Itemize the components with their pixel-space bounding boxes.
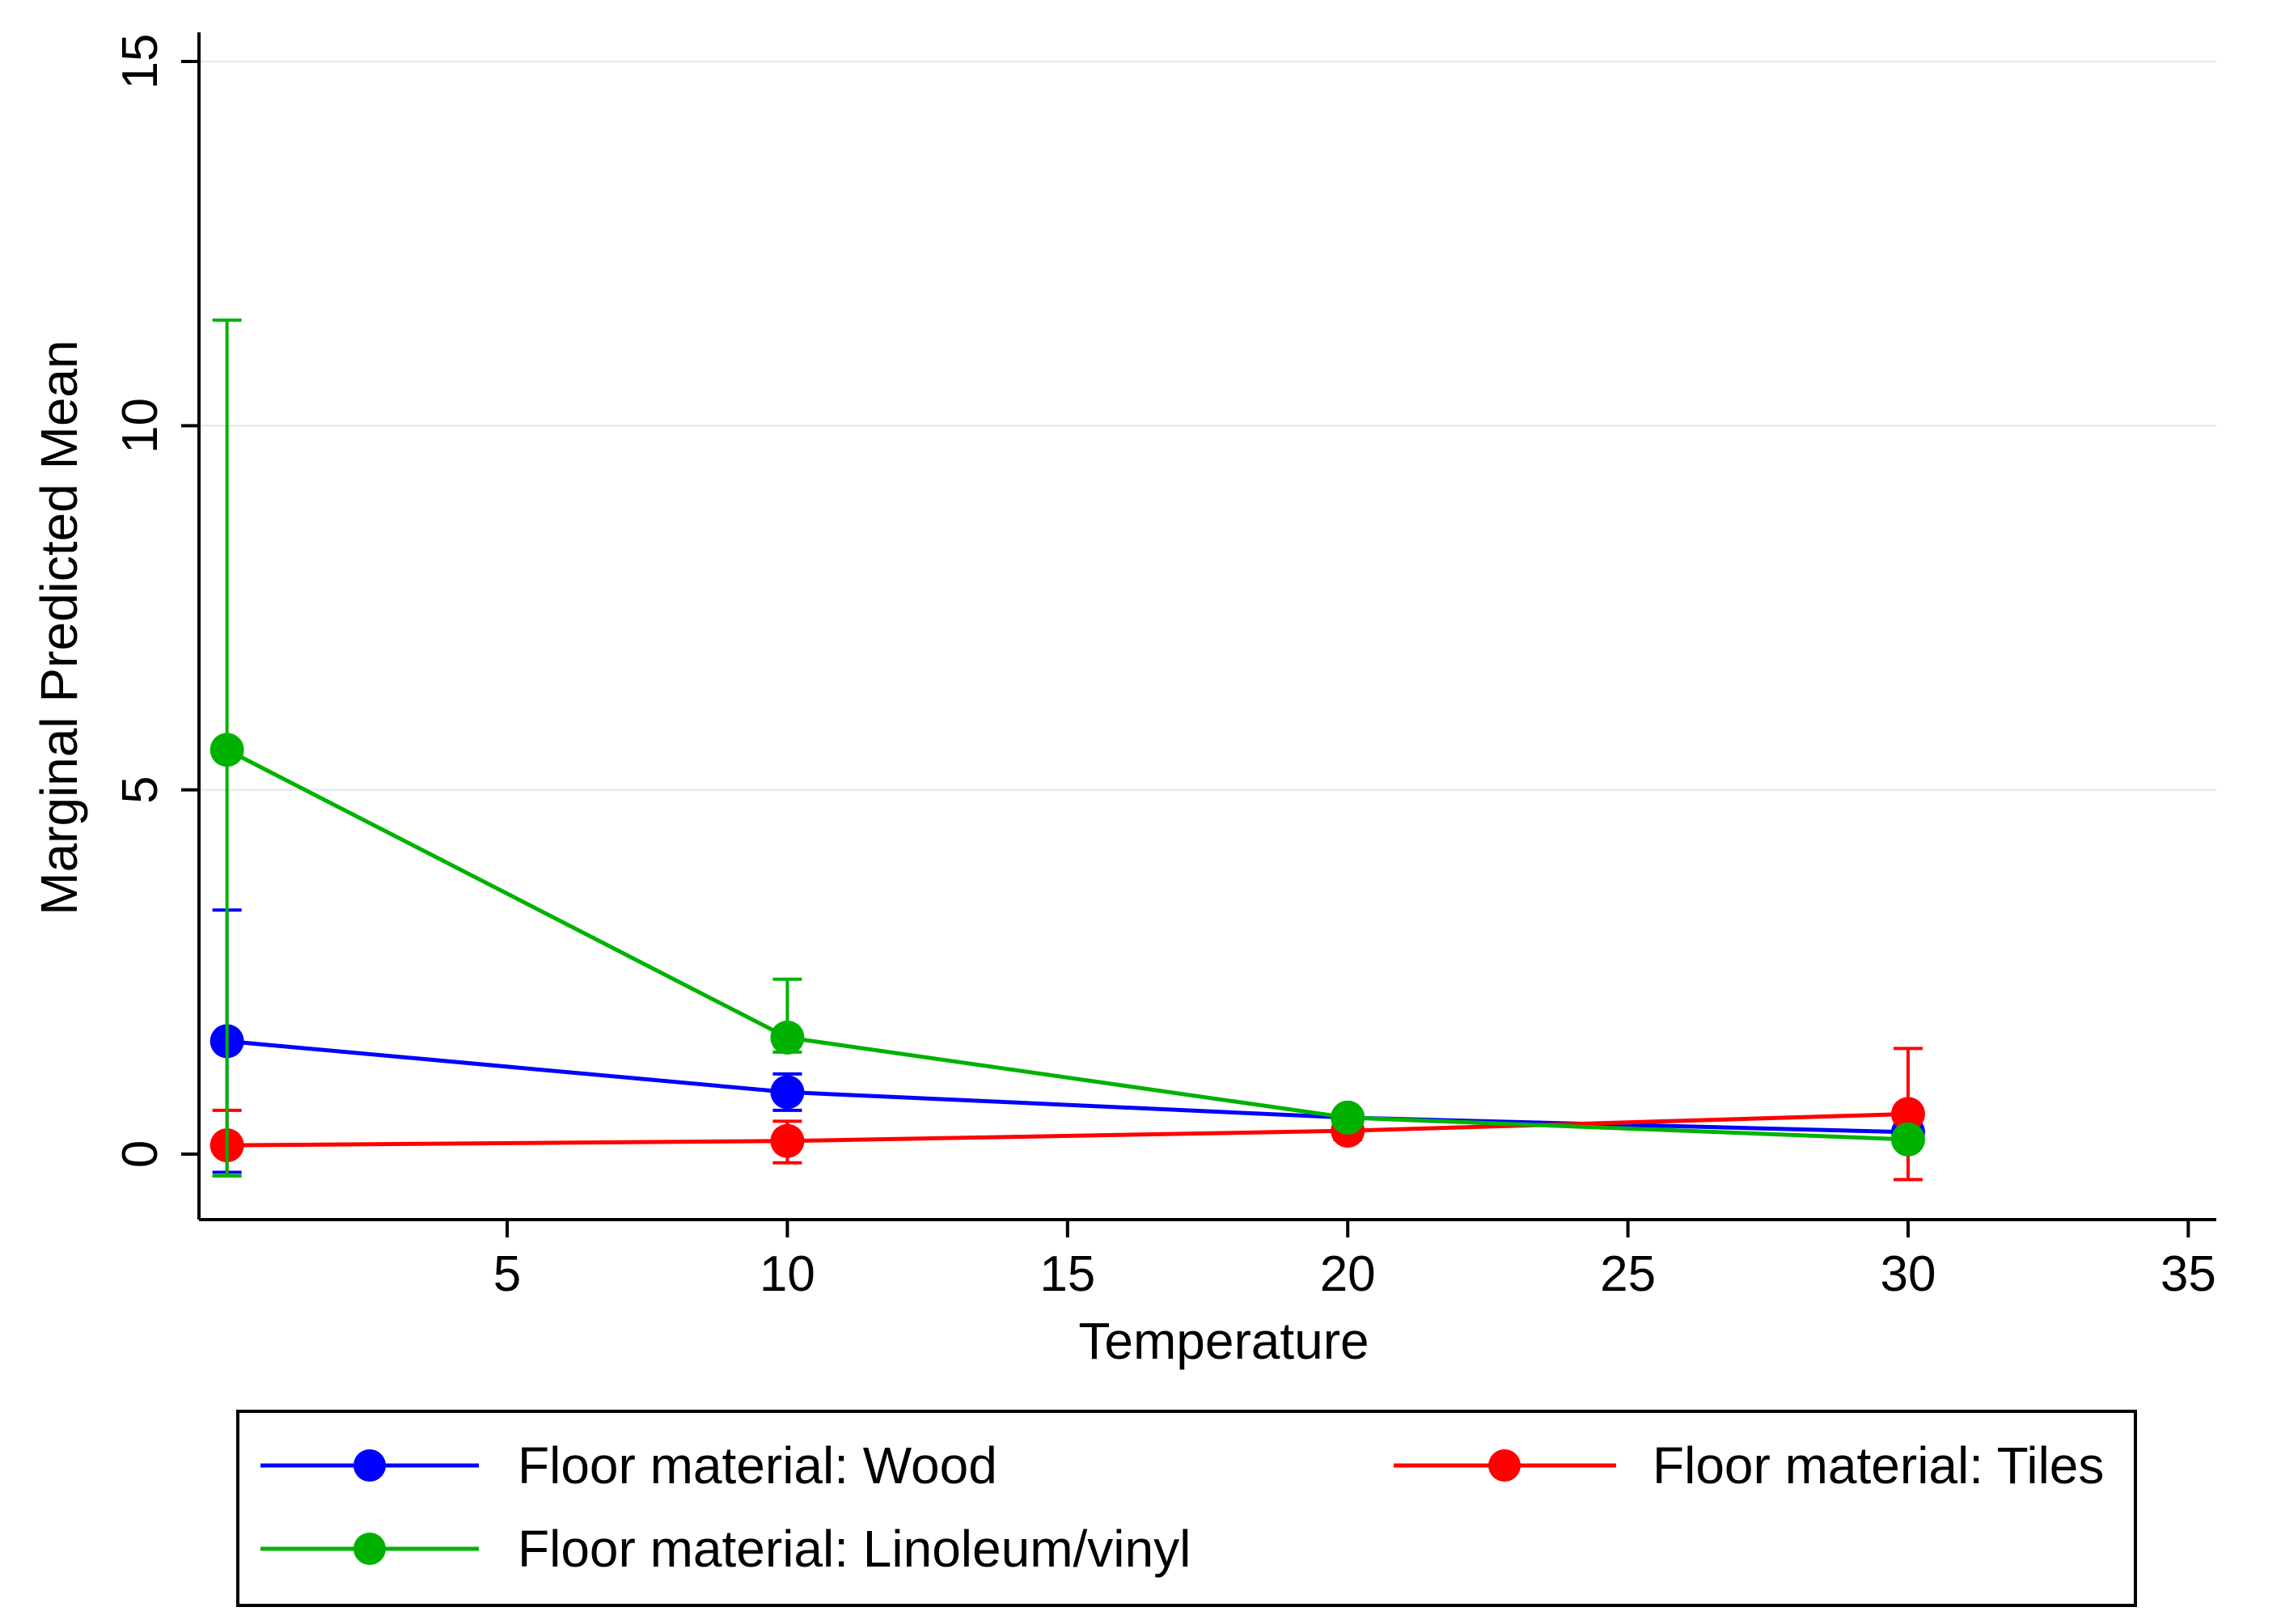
data-point [770, 1123, 805, 1158]
legend-marker-wood [353, 1449, 386, 1482]
data-point [1890, 1122, 1925, 1157]
legend-label-tiles: Floor material: Tiles [1653, 1436, 2104, 1495]
legend-box [236, 1410, 2137, 1607]
legend-marker-tiles [1488, 1449, 1521, 1482]
legend-entry-tiles: Floor material: Tiles [1394, 1436, 2104, 1495]
x-tick-label: 5 [493, 1246, 521, 1302]
y-tick-label: 10 [112, 398, 168, 454]
y-axis-title: Marginal Predicted Mean [30, 340, 88, 915]
x-tick-label: 10 [760, 1246, 815, 1302]
gridlines [199, 61, 2216, 791]
x-tick-label: 20 [1320, 1246, 1376, 1302]
y-tick-label: 15 [112, 34, 168, 90]
x-tick-label: 25 [1600, 1246, 1656, 1302]
data-point [770, 1020, 805, 1055]
legend: Floor material: Wood Floor material: Til… [236, 1410, 2137, 1607]
y-tick-label: 0 [112, 1140, 168, 1168]
data-point [1331, 1100, 1365, 1135]
data-point [770, 1075, 805, 1110]
series-line [226, 747, 1909, 1142]
legend-entry-linoleum: Floor material: Linoleum/vinyl [260, 1520, 1191, 1578]
legend-label-linoleum: Floor material: Linoleum/vinyl [518, 1520, 1191, 1578]
series-line [226, 1111, 1909, 1148]
data-point [1890, 1097, 1925, 1131]
x-tick-label: 15 [1039, 1246, 1095, 1302]
axes [197, 32, 2216, 1221]
x-tick-label: 30 [1880, 1246, 1936, 1302]
x-tick-label: 35 [2160, 1246, 2216, 1302]
legend-label-wood: Floor material: Wood [518, 1436, 997, 1495]
legend-entry-wood: Floor material: Wood [260, 1436, 997, 1495]
series-line [226, 1038, 1909, 1135]
series-2 [209, 318, 1925, 1178]
x-axis-title: Temperature [1078, 1312, 1369, 1370]
data-point [209, 733, 244, 768]
ticks: 0 5 10 15 5 10 15 20 25 30 35 [112, 34, 2216, 1302]
series [209, 318, 1925, 1182]
y-tick-label: 5 [112, 776, 168, 803]
legend-marker-linoleum [353, 1533, 386, 1565]
